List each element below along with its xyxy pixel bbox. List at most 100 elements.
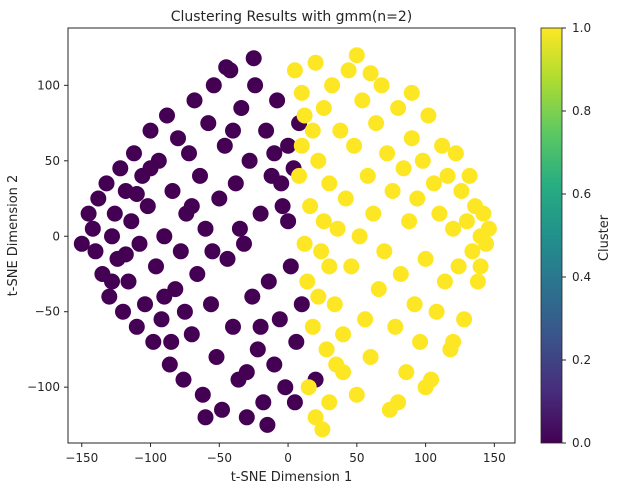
data-point-cluster-0 [183, 198, 200, 215]
y-axis-label: t-SNE Dimension 2 [6, 175, 21, 297]
data-point-cluster-1 [387, 318, 404, 335]
data-point-cluster-1 [354, 92, 371, 109]
data-point-cluster-0 [269, 92, 286, 109]
data-point-cluster-0 [183, 326, 200, 343]
data-point-cluster-0 [277, 379, 294, 396]
data-point-cluster-1 [445, 333, 462, 350]
data-point-cluster-1 [346, 137, 363, 154]
data-point-cluster-0 [200, 115, 217, 132]
data-point-cluster-0 [148, 258, 164, 275]
data-point-cluster-0 [112, 160, 129, 177]
data-point-cluster-0 [172, 243, 189, 260]
data-point-cluster-0 [227, 175, 244, 192]
colorbar-tick-label: 0.2 [572, 353, 591, 367]
data-point-cluster-0 [244, 288, 261, 305]
data-point-cluster-1 [359, 167, 376, 184]
data-point-cluster-0 [252, 205, 269, 222]
data-point-cluster-0 [211, 190, 228, 207]
colorbar-tick-label: 0.8 [572, 104, 591, 118]
colorbar-tick-label: 0.6 [572, 187, 591, 201]
data-point-cluster-0 [214, 401, 230, 418]
data-point-cluster-0 [197, 220, 214, 237]
data-point-cluster-1 [417, 250, 434, 267]
data-point-cluster-1 [315, 100, 332, 116]
colorbar-label: Cluster [597, 214, 612, 261]
colorbar-tick-label: 0.0 [572, 436, 591, 450]
x-tick-label: 100 [414, 451, 437, 465]
data-point-cluster-1 [343, 258, 360, 275]
data-point-cluster-1 [439, 167, 456, 184]
data-point-cluster-1 [379, 145, 396, 162]
y-tick-label: 100 [37, 78, 60, 92]
data-point-cluster-1 [425, 175, 442, 192]
data-point-cluster-0 [260, 273, 277, 290]
x-tick-label: 50 [349, 451, 364, 465]
data-point-cluster-0 [258, 122, 275, 139]
data-point-cluster-1 [409, 190, 426, 207]
y-tick-label: 0 [52, 229, 60, 243]
data-point-cluster-0 [218, 59, 235, 76]
data-point-cluster-1 [475, 205, 492, 222]
data-point-cluster-0 [274, 198, 291, 215]
data-point-cluster-0 [192, 167, 208, 184]
data-point-cluster-1 [321, 258, 338, 275]
data-point-cluster-1 [450, 258, 467, 275]
data-point-cluster-0 [128, 318, 145, 335]
data-point-cluster-1 [329, 220, 346, 237]
data-point-cluster-1 [321, 394, 338, 411]
data-point-cluster-1 [401, 213, 418, 230]
data-point-cluster-0 [216, 137, 233, 154]
data-point-cluster-1 [469, 273, 486, 290]
data-point-cluster-0 [186, 92, 203, 109]
data-point-cluster-0 [104, 228, 120, 245]
data-point-cluster-0 [225, 122, 241, 139]
data-point-cluster-0 [80, 205, 97, 222]
data-point-cluster-0 [266, 145, 283, 162]
data-point-cluster-0 [84, 220, 101, 237]
data-point-cluster-1 [326, 296, 343, 313]
data-point-cluster-1 [376, 243, 393, 260]
data-point-cluster-1 [324, 77, 341, 94]
data-point-cluster-1 [362, 65, 379, 82]
data-point-cluster-0 [282, 258, 299, 275]
data-point-cluster-1 [307, 54, 324, 71]
data-point-cluster-0 [98, 175, 115, 192]
data-point-cluster-0 [241, 152, 258, 169]
data-point-cluster-0 [255, 394, 272, 411]
data-point-cluster-1 [313, 243, 330, 260]
data-point-cluster-0 [156, 288, 173, 305]
data-point-cluster-1 [390, 394, 407, 411]
data-point-cluster-1 [390, 100, 407, 116]
data-point-cluster-1 [445, 220, 462, 237]
scatter-points [73, 47, 497, 438]
data-point-cluster-0 [175, 371, 192, 388]
data-point-cluster-1 [414, 152, 431, 169]
data-point-cluster-0 [236, 235, 252, 252]
data-point-cluster-0 [126, 145, 142, 162]
data-point-cluster-0 [73, 235, 90, 252]
colorbar-tick-label: 0.4 [572, 270, 591, 284]
data-point-cluster-1 [461, 167, 478, 184]
data-point-cluster-0 [106, 205, 123, 222]
data-point-cluster-0 [288, 333, 305, 350]
data-point-cluster-0 [280, 137, 297, 154]
data-point-cluster-1 [428, 303, 445, 320]
data-point-cluster-0 [145, 333, 162, 350]
data-point-cluster-1 [318, 341, 335, 358]
y-axis: −100 −50 0 50 100 [27, 78, 68, 394]
data-point-cluster-0 [238, 409, 255, 426]
data-point-cluster-1 [370, 281, 387, 298]
data-point-cluster-1 [348, 386, 365, 403]
data-point-cluster-0 [101, 288, 118, 305]
data-point-cluster-0 [117, 246, 134, 263]
data-point-cluster-0 [137, 296, 153, 313]
data-point-cluster-0 [219, 250, 236, 267]
colorbar-tick-label: 1.0 [572, 21, 591, 35]
data-point-cluster-1 [412, 333, 429, 350]
data-point-cluster-0 [87, 243, 104, 260]
data-point-cluster-1 [302, 198, 319, 215]
data-point-cluster-0 [273, 175, 290, 192]
data-point-cluster-1 [293, 84, 310, 101]
data-point-cluster-0 [161, 356, 178, 373]
data-point-cluster-1 [403, 84, 420, 101]
